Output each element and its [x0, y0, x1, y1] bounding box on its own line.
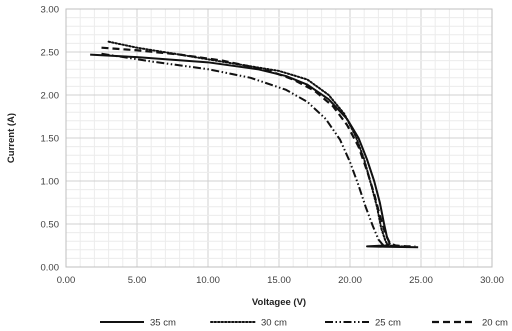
y-tick-label: 3.00	[41, 5, 60, 16]
legend-label-3: 25 cm	[375, 318, 401, 329]
legend-label-4: 20 cm	[482, 318, 508, 329]
x-tick-label: 20.00	[338, 275, 362, 286]
x-axis-title: Voltagee (V)	[252, 297, 306, 308]
y-axis-title: Current (A)	[6, 113, 17, 163]
legend-label-2: 30 cm	[261, 318, 287, 329]
axis-ticks: 0.00 5.00 10.00 15.00 20.00 25.00 30.00 0.00 0.5…	[41, 5, 504, 287]
x-tick-label: 10.00	[196, 275, 220, 286]
x-tick-label: 25.00	[409, 275, 433, 286]
y-tick-label: 2.50	[41, 48, 60, 59]
y-tick-label: 1.00	[41, 177, 60, 188]
legend: 35 cm 30 cm 25 cm 20 cm	[100, 318, 508, 329]
grid	[65, 8, 493, 268]
y-tick-label: 0.50	[41, 220, 60, 231]
x-tick-label: 0.00	[57, 275, 76, 286]
x-tick-label: 15.00	[267, 275, 291, 286]
y-tick-label: 1.50	[41, 134, 60, 145]
series-line-4	[101, 46, 416, 248]
y-tick-label: 2.00	[41, 91, 60, 102]
x-tick-label: 30.00	[480, 275, 504, 286]
y-tick-label: 0.00	[41, 263, 60, 274]
legend-label-1: 35 cm	[150, 318, 176, 329]
plot-frame	[65, 8, 493, 268]
series-lines	[90, 40, 419, 249]
x-tick-label: 5.00	[128, 275, 147, 286]
series-line-1	[90, 53, 419, 249]
series-line-3	[101, 52, 404, 248]
